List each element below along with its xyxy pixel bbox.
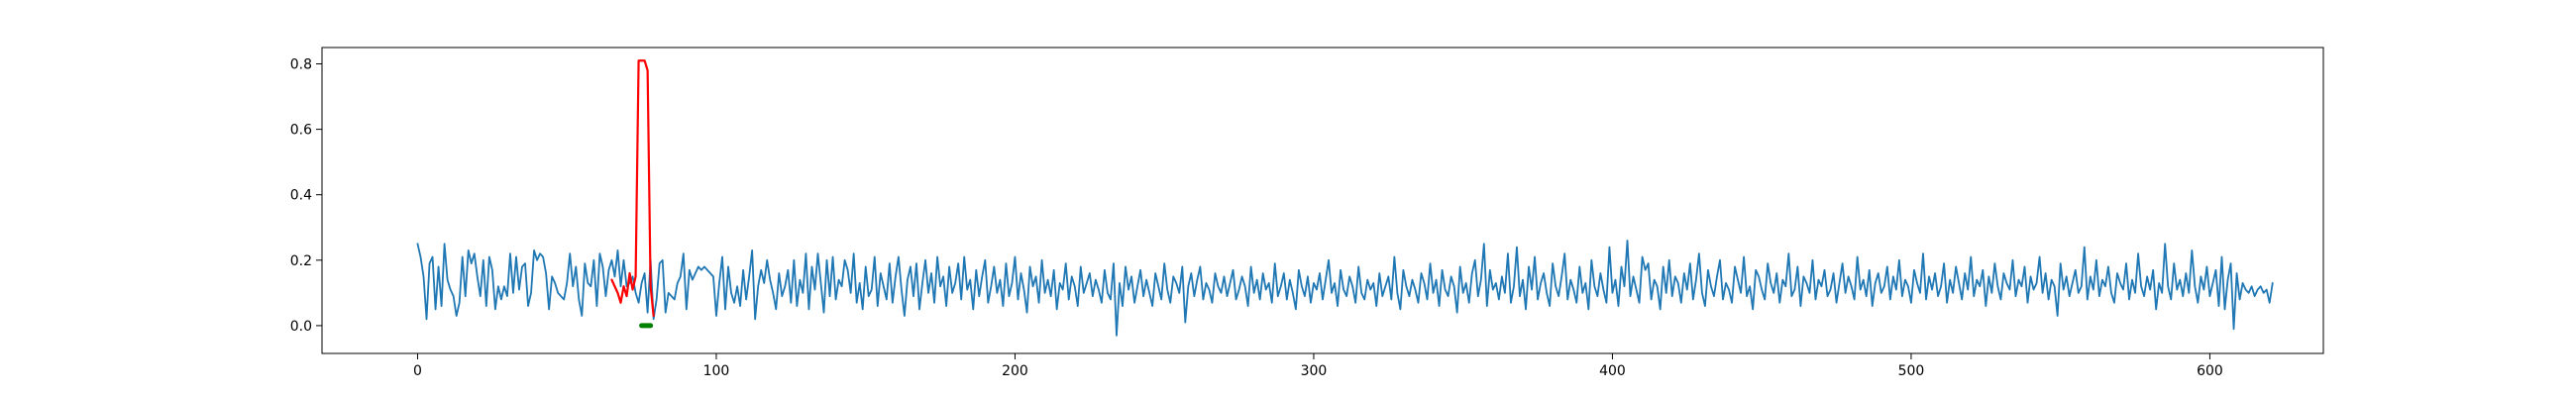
x-tick-label: 300 xyxy=(1301,363,1328,379)
x-tick-label: 0 xyxy=(413,363,422,379)
y-tick-label: 0.4 xyxy=(290,188,312,204)
y-tick-label: 0.6 xyxy=(290,123,312,139)
x-tick-label: 500 xyxy=(1898,363,1925,379)
x-tick-label: 400 xyxy=(1599,363,1626,379)
x-tick-label: 600 xyxy=(2197,363,2223,379)
series-line-anomaly xyxy=(610,59,655,318)
plot-frame xyxy=(321,47,2324,354)
series-line-signal xyxy=(416,240,2274,337)
series-layer xyxy=(416,59,2274,337)
x-tick-label: 200 xyxy=(1002,363,1028,379)
y-axis: 0.0 0.2 0.4 0.6 0.8 xyxy=(290,57,322,335)
y-tick-label: 0.8 xyxy=(290,57,312,73)
plot-area: 0 100 200 300 400 500 600 0.0 0.2 0.4 0.6 0.8 xyxy=(290,47,2324,379)
y-tick-label: 0.0 xyxy=(290,319,312,335)
y-tick-label: 0.2 xyxy=(290,253,312,269)
x-tick-label: 100 xyxy=(703,363,730,379)
x-axis: 0 100 200 300 400 500 600 xyxy=(413,353,2223,379)
